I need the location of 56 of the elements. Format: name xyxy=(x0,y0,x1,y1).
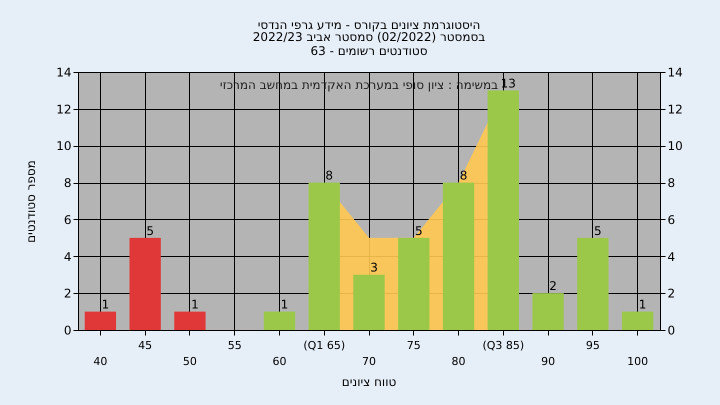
x-tick-label: 75 xyxy=(406,339,421,352)
x-tick-label: 55 xyxy=(228,339,242,352)
x-tick-label: 60 xyxy=(272,355,286,368)
data-label: 1 xyxy=(191,298,199,312)
data-label: 5 xyxy=(146,224,154,238)
bar xyxy=(622,312,654,330)
data-label: 5 xyxy=(594,224,602,238)
y-tick-label: 2 xyxy=(64,286,72,301)
x-tick-label: (Q1 65) xyxy=(303,339,346,352)
bar xyxy=(532,293,564,330)
bar xyxy=(353,274,385,330)
bar xyxy=(174,312,206,330)
y-tick-label: 4 xyxy=(64,250,72,264)
data-label: 1 xyxy=(280,298,288,312)
bar xyxy=(577,238,609,330)
x-tick-label: 40 xyxy=(93,355,108,368)
x-tick-label: 70 xyxy=(362,355,376,368)
y2-tick-label: 14 xyxy=(668,66,683,80)
bar xyxy=(442,182,474,330)
x-axis-title: טווח ציונים xyxy=(342,375,396,389)
y-tick-label: 14 xyxy=(56,66,72,80)
x-tick-label: 100 xyxy=(627,355,648,368)
data-label: 1 xyxy=(102,298,110,312)
bar xyxy=(129,238,161,330)
y-tick-label: 12 xyxy=(56,102,72,116)
x-tick-label: (Q3 85) xyxy=(482,339,524,352)
data-label: 8 xyxy=(460,168,468,183)
x-tick-label: 90 xyxy=(541,355,556,368)
y-tick-label: 6 xyxy=(64,212,72,227)
x-tick-label: 50 xyxy=(182,355,197,368)
y2-tick-label: 6 xyxy=(668,212,676,227)
y-tick-label: 0 xyxy=(64,324,72,338)
y-axis-title: מספר סטודנטים xyxy=(24,160,38,243)
bar xyxy=(308,182,340,330)
data-label: 2 xyxy=(549,279,557,294)
y2-tick-label: 2 xyxy=(668,286,676,301)
y2-tick-label: 12 xyxy=(668,102,683,116)
x-tick-label: 80 xyxy=(452,355,466,368)
bar xyxy=(398,238,430,330)
data-label: 5 xyxy=(414,224,423,238)
bar xyxy=(488,90,519,330)
bar xyxy=(84,312,116,330)
y2-tick-label: 8 xyxy=(668,176,676,190)
chart-title: היסטוגרמת ציונים בקורס - מידע גרפי הנדסי xyxy=(258,18,480,32)
y2-tick-label: 10 xyxy=(668,139,683,154)
bar xyxy=(264,312,296,330)
chart-subtitle: בסמסטר (02/2022) סמסטר אביב 2022/23 סטודנטים רשומים - 63 xyxy=(252,30,486,58)
data-label: 8 xyxy=(325,168,334,183)
y2-tick-label: 4 xyxy=(668,250,676,264)
y-tick-label: 8 xyxy=(64,176,72,190)
data-label: 3 xyxy=(370,260,378,275)
x-tick-label: 45 xyxy=(138,339,152,352)
x-tick-label: 95 xyxy=(586,339,600,352)
y-tick-label: 10 xyxy=(56,139,72,154)
data-label: 1 xyxy=(638,298,646,312)
y2-tick-label: 0 xyxy=(668,324,676,338)
